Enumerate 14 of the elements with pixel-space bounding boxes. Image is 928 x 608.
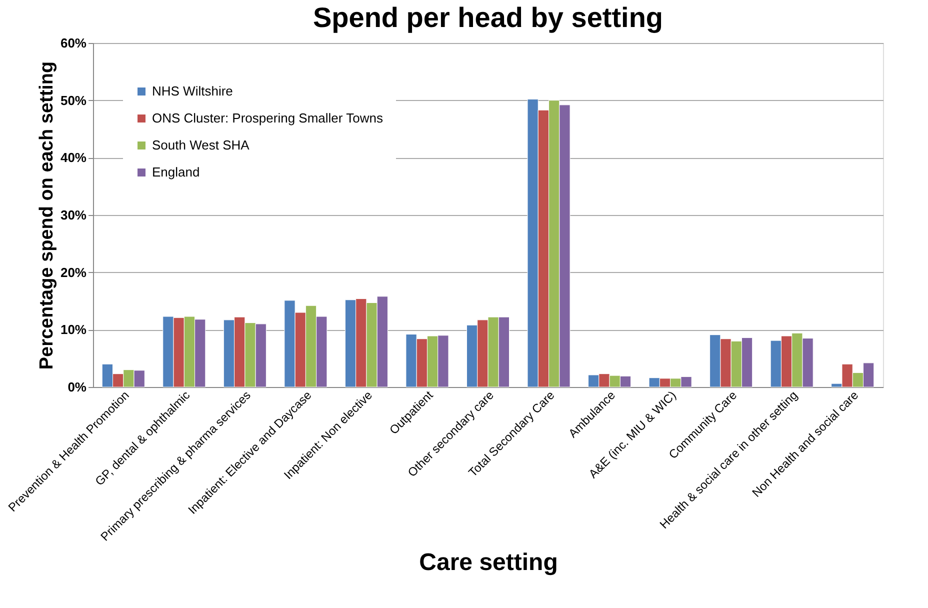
legend-label: South West SHA [152,138,250,152]
legend-label: ONS Cluster: Prospering Smaller Towns [152,110,384,126]
y-tick-label: 40% [60,150,87,166]
y-tick-label: 50% [60,92,87,108]
chart-title: Spend per head by setting [312,2,664,33]
legend-label: England [152,164,200,180]
y-tick-label: 60% [60,36,87,50]
y-tick-label: 20% [60,264,87,280]
y-tick-label: 0% [68,380,87,394]
legend-label: NHS Wiltshire [152,84,233,98]
x-axis-title: Care setting [419,548,558,576]
y-axis-title: Percentage spend on each setting [36,61,58,370]
y-tick-label: 30% [60,208,87,222]
y-tick-label: 10% [60,322,87,338]
